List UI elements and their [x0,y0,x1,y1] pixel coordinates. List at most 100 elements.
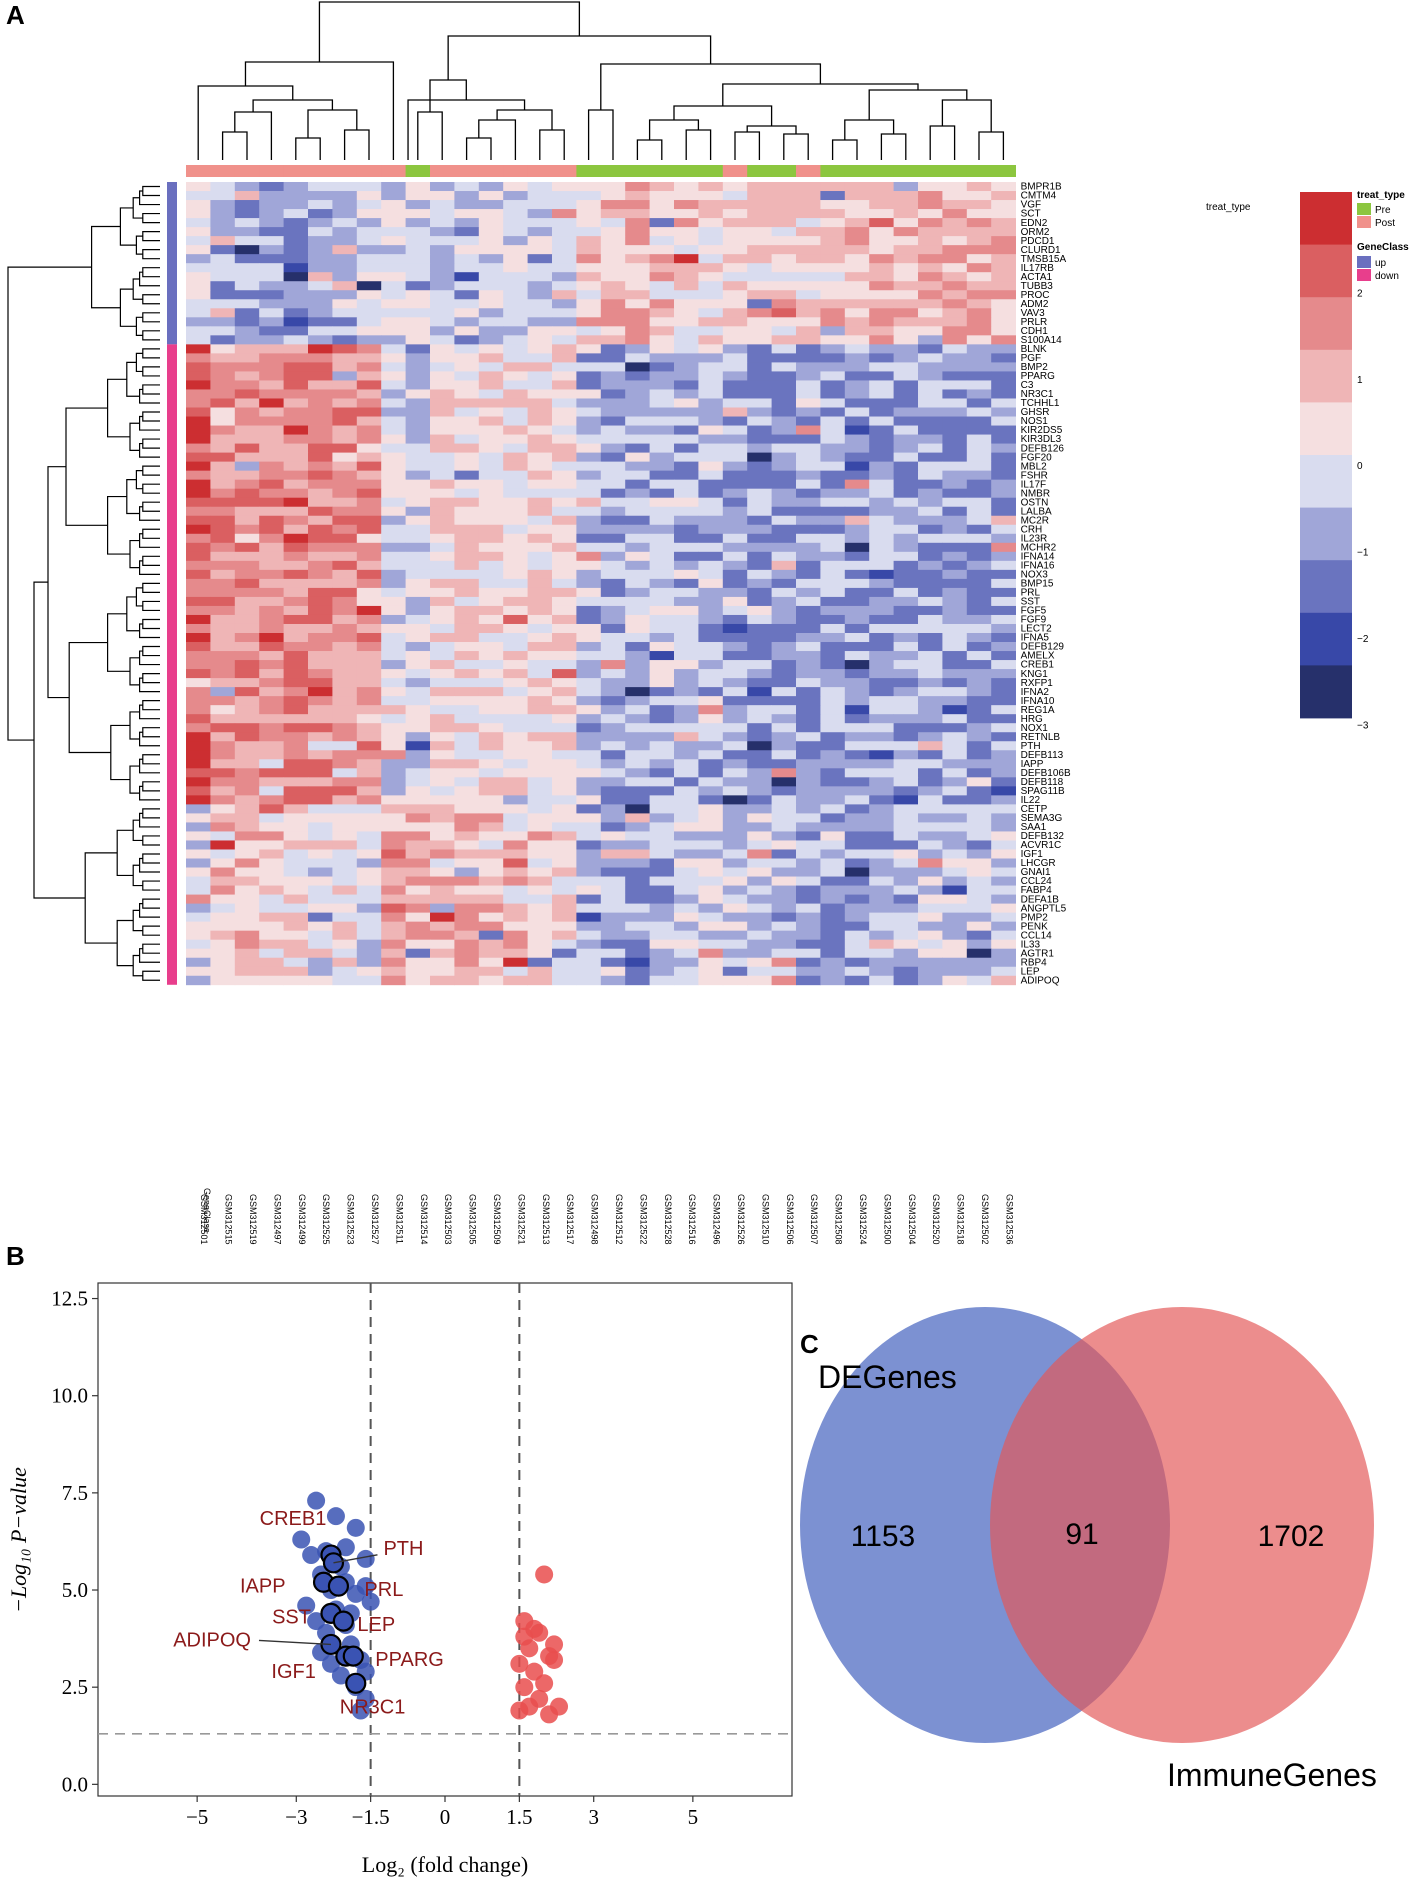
heatmap-cell [405,966,431,977]
gene-label: FGF5 [1021,606,1047,617]
heatmap-cell [869,831,894,841]
heatmap-cell [430,732,455,742]
heatmap-cell [796,777,821,787]
color-scale-step [1300,560,1352,614]
heatmap-cell [844,443,870,453]
heatmap-cell [283,488,309,499]
heatmap-cell [771,876,797,886]
heatmap-cell [527,263,553,273]
legend-pre-label: Pre [1375,205,1391,216]
heatmap-cell [478,849,504,859]
treat-post-cell [478,165,504,177]
heatmap-cell [308,921,333,932]
gene-label: C3 [1021,380,1034,391]
heatmap-cell [186,227,211,237]
heatmap-cell [478,822,504,832]
heatmap-cell [283,335,309,345]
heatmap-cell [308,705,333,715]
heatmap-cell [796,344,821,354]
heatmap-cell [210,182,236,192]
treat-post-cell [234,165,260,177]
heatmap-cell [771,741,797,751]
heatmap-cell [966,479,992,490]
heatmap-cell [649,651,675,661]
heatmap-cell [430,371,455,381]
heatmap-cell [698,218,724,228]
heatmap-cell [600,461,626,472]
heatmap-cell [893,254,919,264]
heatmap-cell [991,903,1016,914]
heatmap-cell [332,723,358,733]
heatmap-cell [430,191,455,201]
heatmap-cell [259,614,284,625]
heatmap-cell [454,533,480,544]
gene-label: ANGPTL5 [1021,903,1067,914]
gene-label: KNG1 [1021,669,1049,680]
legend-geneclass-title: GeneClass [1357,242,1409,253]
heatmap-cell [625,542,650,553]
heatmap-cell [796,876,821,886]
heatmap-cell [259,957,284,968]
heatmap-cell [259,831,284,841]
heatmap-cell [308,822,333,832]
heatmap-cell [600,633,626,643]
heatmap-cell [869,642,894,652]
heatmap-cell [308,849,333,859]
heatmap-cell [869,669,894,679]
heatmap-cell [796,768,821,778]
heatmap-cell [966,723,992,733]
heatmap-cell [918,678,943,688]
heatmap-cell [308,524,333,535]
heatmap-cell [576,326,602,336]
dendrogram-branch [197,85,294,160]
heatmap-cell [966,569,992,580]
heatmap-cell [210,515,236,526]
heatmap-cell [844,533,870,544]
heatmap-cell [478,362,504,372]
heatmap-cell [308,696,333,706]
heatmap-cell [771,488,797,499]
heatmap-cell [283,254,309,264]
heatmap-cell [771,191,797,201]
heatmap-cell [186,921,211,932]
heatmap-cell [844,786,870,796]
heatmap-cell [527,867,553,877]
heatmap-cell [893,326,919,336]
heatmap-cell [552,407,577,417]
heatmap-cell [649,813,675,823]
heatmap-cell [625,696,650,706]
heatmap-cell [869,560,894,571]
heatmap-cell [454,380,480,390]
heatmap-cell [527,669,553,679]
treat-post-cell [430,165,455,177]
heatmap-cell [503,831,528,841]
heatmap-cell [259,344,284,354]
heatmap-cell [698,966,724,977]
heatmap-cell [820,822,846,832]
heatmap-cell [600,425,626,435]
dendrogram-branch [142,294,160,305]
heatmap-cell [454,596,480,607]
heatmap-cell [844,497,870,508]
heatmap-cell [283,542,309,553]
heatmap-cell [332,822,358,832]
heatmap-cell [820,660,846,670]
heatmap-cell [478,587,504,598]
color-scale-tick-label: 0 [1357,461,1363,472]
heatmap-cell [966,759,992,769]
gene-label: PGF [1021,353,1042,364]
heatmap-cell [308,488,333,499]
heatmap-cell [259,867,284,877]
heatmap-cell [869,542,894,553]
heatmap-cell [966,633,992,643]
heatmap-cell [259,218,284,228]
heatmap-cell [527,642,553,652]
heatmap-cell [356,813,382,823]
heatmap-cell [503,515,528,526]
heatmap-cell [893,506,919,517]
heatmap-cell [283,407,309,417]
heatmap-cell [747,795,772,805]
heatmap-cell [405,236,431,246]
heatmap-cell [210,434,236,444]
heatmap-cell [576,578,602,589]
